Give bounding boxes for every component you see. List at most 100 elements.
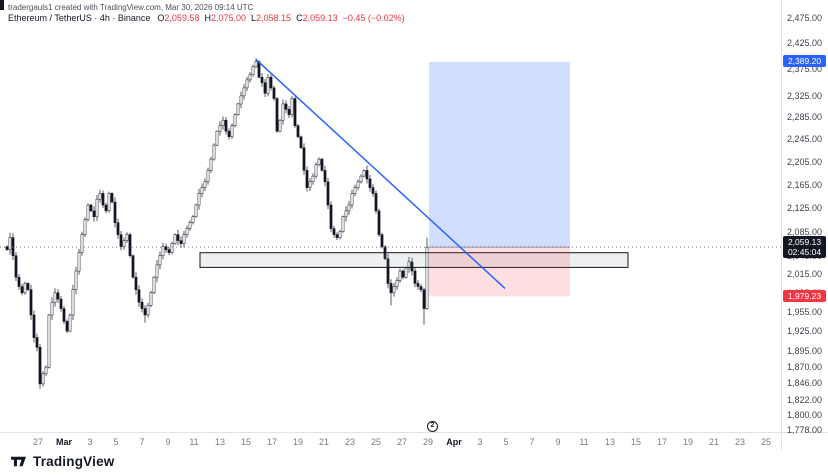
candle — [119, 234, 123, 247]
stop-price-badge: 1,979.23 — [783, 289, 826, 302]
candle — [116, 222, 120, 235]
candle — [230, 125, 234, 137]
candle — [362, 170, 366, 177]
candle — [365, 170, 369, 180]
tradingview-logo[interactable]: TradingView — [10, 453, 114, 470]
candle — [128, 234, 132, 256]
candle — [155, 264, 159, 278]
candle — [8, 237, 12, 250]
price-axis[interactable]: 2,475.00 2,425.00 2,375.00 2,325.00 2,285.00… — [781, 0, 828, 435]
candle — [209, 158, 213, 171]
candle — [146, 305, 150, 316]
candle — [86, 204, 90, 220]
candle — [161, 246, 165, 256]
candle — [104, 204, 108, 212]
candle — [35, 337, 39, 348]
high-label: H — [204, 13, 211, 23]
time-axis-label: Apr — [446, 437, 462, 447]
candle — [263, 82, 267, 94]
price-axis-label: 2,245.00 — [787, 134, 823, 145]
candle — [293, 98, 297, 126]
candle-wicks — [6, 58, 428, 389]
candle — [152, 276, 156, 294]
candle — [284, 103, 288, 110]
candle — [212, 144, 216, 160]
candle — [353, 187, 357, 194]
time-axis-label: 23 — [734, 437, 746, 447]
candle — [167, 249, 171, 253]
candle — [386, 258, 390, 284]
candle — [347, 204, 351, 212]
candle — [380, 234, 384, 247]
price-axis-label: 1,925.00 — [787, 326, 823, 337]
candle — [110, 193, 114, 203]
time-axis-label: 5 — [113, 437, 119, 447]
candle — [272, 87, 276, 99]
candle — [404, 267, 408, 278]
price-axis-label: 1,846.00 — [787, 378, 823, 389]
candle — [17, 276, 21, 287]
time-axis-label: 17 — [656, 437, 668, 447]
candle — [323, 170, 327, 183]
candle — [416, 283, 420, 287]
time-axis-label: 23 — [344, 437, 356, 447]
descending-trendline[interactable] — [255, 58, 506, 289]
candle — [122, 240, 126, 247]
time-axis-label: 11 — [189, 437, 199, 447]
watermark-attribution: tradergauls1 created with TradingView.co… — [8, 3, 254, 12]
candle — [371, 187, 375, 194]
candle — [221, 119, 225, 126]
time-axis-label: 29 — [422, 437, 434, 447]
candle — [71, 289, 75, 316]
candle — [182, 234, 186, 244]
long-position-stop-zone[interactable] — [429, 247, 570, 297]
tradingview-logo-icon — [10, 453, 27, 470]
candle — [164, 246, 168, 250]
time-axis-label: 7 — [139, 437, 145, 447]
price-axis-label: 2,425.00 — [787, 38, 823, 49]
candle — [335, 234, 339, 238]
time-axis-label: 19 — [682, 437, 694, 447]
time-axis[interactable]: 27 Mar 3 5 7 9 11 13 15 17 19 21 23 25 27 29 Apr 3 5 7 9 11 13… — [0, 432, 828, 450]
candle — [227, 130, 231, 137]
candle — [188, 222, 192, 229]
candle — [68, 314, 72, 332]
time-axis-label: 17 — [266, 437, 278, 447]
candle — [425, 246, 429, 309]
price-axis-label: 2,205.00 — [787, 156, 823, 167]
long-position-profit-zone[interactable] — [429, 61, 570, 248]
candle — [296, 125, 300, 137]
candle — [224, 119, 228, 132]
candle — [50, 302, 54, 316]
candle — [239, 95, 243, 105]
low-value: 2,058.15 — [256, 13, 292, 23]
candle — [398, 270, 402, 281]
candle — [419, 286, 423, 290]
chart-marker[interactable]: 2 — [427, 421, 438, 432]
candle — [245, 79, 249, 89]
price-axis-label: 2,165.00 — [787, 179, 823, 190]
candle — [329, 204, 333, 229]
time-axis-label: 21 — [318, 437, 330, 447]
candle — [83, 219, 87, 235]
candle — [332, 228, 336, 235]
price-axis-label: 2,325.00 — [787, 90, 823, 101]
time-axis-label: 13 — [214, 437, 226, 447]
symbol-title[interactable]: Ethereum / TetherUS · 4h · Binance — [8, 13, 151, 23]
candle — [338, 231, 342, 238]
candle — [236, 103, 240, 115]
low-label: L — [251, 13, 257, 23]
candle — [149, 292, 153, 306]
supply-zone-box[interactable] — [199, 252, 629, 268]
time-axis-label: 3 — [87, 437, 93, 447]
close-label: C — [296, 13, 303, 23]
candle — [32, 314, 36, 338]
time-axis-label: 9 — [165, 437, 171, 447]
price-axis-label: 1,870.00 — [787, 362, 823, 373]
open-label: O — [157, 13, 165, 23]
time-axis-label: 15 — [630, 437, 642, 447]
candle — [395, 280, 399, 287]
time-axis-label: 19 — [292, 437, 304, 447]
